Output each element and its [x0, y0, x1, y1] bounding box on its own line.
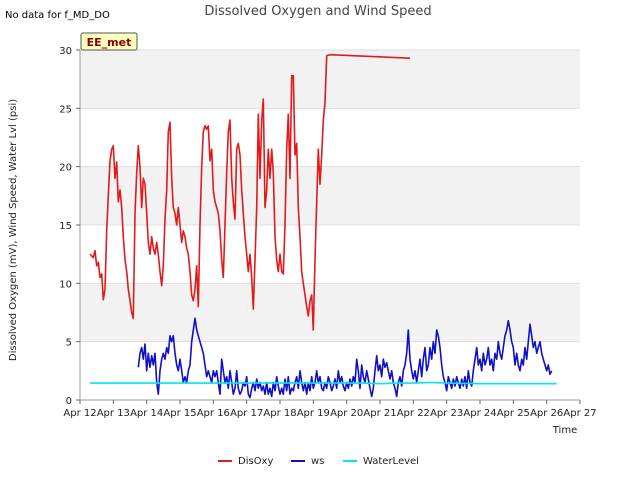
x-tick-label: Apr 17: [230, 408, 263, 419]
x-tick-label: Apr 13: [97, 408, 130, 419]
legend: DisOxy ws WaterLevel: [218, 456, 419, 467]
x-tick-label: Apr 18: [263, 408, 296, 419]
x-axis-label: Time: [552, 425, 577, 436]
y-tick-label: 5: [66, 338, 72, 349]
legend-label-disoxy: DisOxy: [238, 456, 273, 467]
y-tick-label: 25: [59, 104, 72, 115]
x-tick-label: Apr 12: [63, 408, 96, 419]
y-tick-label: 30: [59, 46, 72, 57]
y-axis-label: Dissolved Oxygen (mV), Wind Speed, Water…: [8, 99, 19, 361]
x-tick-label: Apr 14: [130, 408, 163, 419]
x-tick-label: Apr 15: [163, 408, 196, 419]
x-tick-label: Apr 23: [430, 408, 463, 419]
x-tick-label: Apr 20: [330, 408, 363, 419]
series-line-disoxy: [89, 53, 411, 331]
chart-title: Dissolved Oxygen and Wind Speed: [204, 4, 431, 19]
x-tick-label: Apr 16: [197, 408, 230, 419]
x-tick-label: Apr 21: [363, 408, 396, 419]
y-axis: 0 5 10 15 20 25 30: [59, 46, 80, 407]
x-tick-label: Apr 19: [297, 408, 330, 419]
x-axis: Apr 12 Apr 13 Apr 14 Apr 15 Apr 16 Apr 17 Apr …: [63, 400, 597, 419]
y-tick-label: 0: [66, 396, 72, 407]
series-line-waterlevel: [90, 381, 557, 385]
x-tick-label: Apr 26: [530, 408, 563, 419]
no-data-note: No data for f_MD_DO: [5, 10, 110, 21]
y-tick-label: 10: [59, 279, 72, 290]
band: [80, 50, 580, 109]
legend-label-ws: ws: [311, 456, 324, 467]
y-tick-label: 15: [59, 221, 72, 232]
band: [80, 108, 580, 167]
x-tick-label: Apr 25: [497, 408, 530, 419]
legend-label-waterlevel: WaterLevel: [363, 456, 419, 467]
band: [80, 341, 580, 400]
background-bands: [80, 50, 580, 400]
band: [80, 283, 580, 342]
x-tick-label: Apr 27: [563, 408, 596, 419]
series-line-ws: [137, 317, 553, 399]
y-tick-label: 20: [59, 163, 72, 174]
band: [80, 166, 580, 225]
site-badge: EE_met: [80, 32, 138, 51]
x-tick-label: Apr 22: [397, 408, 430, 419]
site-badge-label: EE_met: [87, 36, 132, 49]
x-tick-label: Apr 24: [463, 408, 496, 419]
series-layer: [89, 53, 557, 399]
